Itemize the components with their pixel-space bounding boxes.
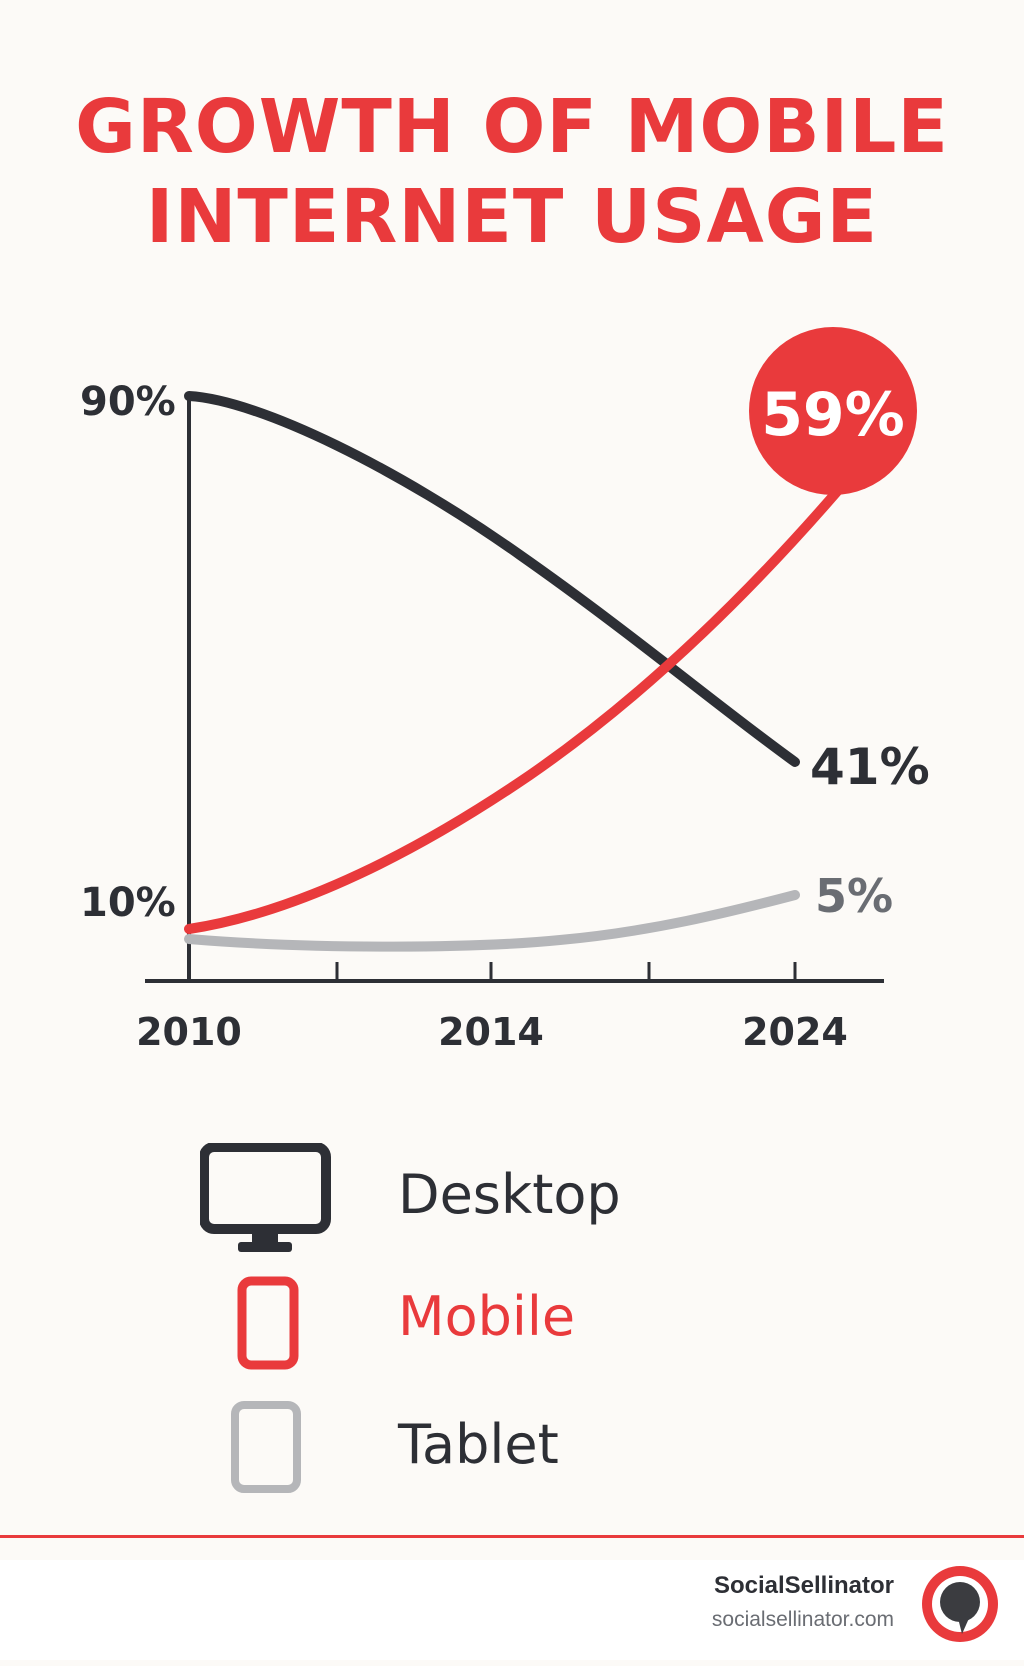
y-tick-label-90: 90% <box>80 379 176 425</box>
series-line-tablet <box>184 890 800 952</box>
x-tick-label-2010: 2010 <box>136 1010 242 1054</box>
line-chart: 90% 10% 2010 2014 2024 59% 41% 5% <box>80 327 930 1054</box>
mobile-end-bubble <box>749 327 917 495</box>
desktop-end-label: 41% <box>810 738 930 796</box>
mobile-end-label: 59% <box>761 380 905 450</box>
brand-name: SocialSellinator <box>713 1572 894 1599</box>
series-line-desktop <box>184 391 800 767</box>
speech-bubble-logo-icon <box>922 1566 998 1642</box>
x-tick-label-2024: 2024 <box>742 1010 848 1054</box>
legend-label-desktop: Desktop <box>398 1163 621 1226</box>
x-tick-label-2014: 2014 <box>438 1010 544 1054</box>
y-tick-label-10: 10% <box>80 880 176 926</box>
legend-label-mobile: Mobile <box>398 1285 576 1348</box>
footer: SocialSellinator socialsellinator.com <box>0 1560 1024 1660</box>
legend-item-mobile: Mobile <box>0 1276 1024 1403</box>
footer-divider <box>0 1535 1024 1538</box>
chart-title-line-1: GROWTH OF MOBILE <box>75 84 949 170</box>
brand-url[interactable]: socialsellinator.com <box>711 1608 894 1631</box>
legend-item-tablet: Tablet <box>0 1401 1024 1525</box>
tablet-icon <box>231 1401 301 1493</box>
chart-title: GROWTH OF MOBILE INTERNET USAGE <box>0 82 1024 262</box>
desktop-monitor-icon <box>200 1143 331 1252</box>
chart-title-line-2: INTERNET USAGE <box>145 174 879 260</box>
series-line-mobile <box>184 475 852 934</box>
tablet-end-label: 5% <box>815 869 893 923</box>
legend-item-desktop: Desktop <box>0 1143 1024 1265</box>
legend-label-tablet: Tablet <box>398 1413 559 1476</box>
mobile-phone-icon <box>237 1276 299 1370</box>
